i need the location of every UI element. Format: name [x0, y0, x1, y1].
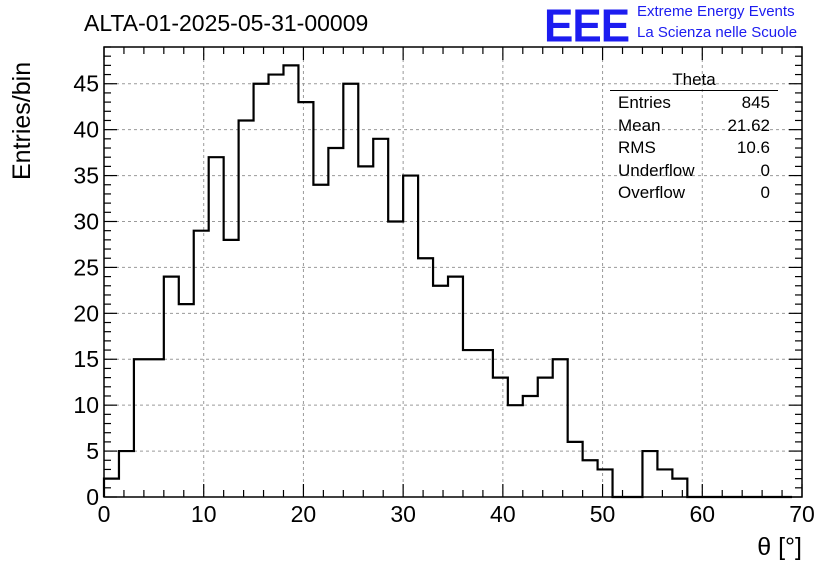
y-tick-label: 35 — [73, 163, 99, 189]
stats-value: 845 — [741, 93, 770, 112]
stats-value: 10.6 — [736, 138, 770, 157]
histogram-bin — [418, 258, 433, 497]
histogram-bin — [283, 65, 298, 497]
stats-row-rms: RMS 10.6 — [610, 136, 778, 159]
histogram-bin — [164, 277, 179, 497]
logo-subtitle-2: La Scienza nelle Scuole — [637, 24, 798, 41]
stats-row-entries: Entries 845 — [610, 91, 778, 114]
histogram-bin — [508, 405, 523, 497]
histogram-bin — [478, 350, 493, 497]
histogram-bin — [194, 231, 209, 497]
logo-subtitle-1: Extreme Energy Events — [637, 3, 795, 20]
histogram-bin — [672, 479, 687, 497]
y-tick-label: 40 — [73, 117, 99, 143]
histogram-bin — [553, 359, 568, 497]
stats-label: Entries — [618, 93, 671, 112]
x-tick-label: 20 — [291, 501, 317, 527]
x-tick-label: 70 — [789, 501, 815, 527]
page-title: ALTA-01-2025-05-31-00009 — [84, 10, 369, 36]
stats-value: 0 — [760, 183, 770, 202]
histogram-bin — [134, 359, 149, 497]
histogram-bin — [328, 148, 343, 497]
x-tick-label: 30 — [390, 501, 416, 527]
stats-label: Overflow — [618, 183, 686, 202]
stats-row-overflow: Overflow 0 — [610, 181, 778, 204]
histogram-bin — [463, 350, 478, 497]
histogram-series — [102, 64, 793, 499]
histogram-bin — [239, 120, 254, 497]
histogram-bin — [523, 396, 538, 497]
histogram-bin — [254, 84, 269, 497]
y-tick-label: 25 — [73, 254, 99, 280]
histogram-bin — [448, 277, 463, 497]
histogram-bin — [179, 304, 194, 497]
histogram-bin — [568, 442, 583, 497]
y-tick-label: 10 — [73, 392, 99, 418]
stats-box: Theta Entries 845 Mean 21.62 RMS 10.6 Un… — [610, 70, 778, 204]
histogram-bin — [493, 378, 508, 497]
x-tick-label: 50 — [590, 501, 616, 527]
y-tick-label: 20 — [73, 300, 99, 326]
stats-value: 21.62 — [727, 115, 770, 135]
x-tick-label: 0 — [98, 501, 111, 527]
y-tick-label: 0 — [86, 484, 99, 510]
y-tick-label: 45 — [73, 71, 99, 97]
eee-logo: EEE — [544, 0, 630, 53]
stats-label: Underflow — [618, 160, 695, 180]
y-tick-label: 5 — [86, 438, 99, 464]
histogram-bin — [433, 286, 448, 497]
y-tick-label: 15 — [73, 346, 99, 372]
stats-label: Mean — [618, 115, 661, 135]
x-tick-label: 10 — [191, 501, 217, 527]
plot-frame — [103, 46, 803, 498]
stats-value: 0 — [760, 160, 770, 180]
histogram-bin — [209, 157, 224, 497]
histogram-bin — [583, 460, 598, 497]
histogram-bin — [119, 451, 134, 497]
histogram-bin — [269, 75, 284, 497]
histogram-bin — [388, 221, 403, 497]
histogram-bin — [358, 166, 373, 497]
histogram-bin — [149, 359, 164, 497]
stats-row-underflow: Underflow 0 — [610, 159, 778, 182]
histogram-bin — [403, 176, 418, 497]
histogram-bin — [598, 469, 613, 497]
stats-row-mean: Mean 21.62 — [610, 114, 778, 137]
y-tick-label: 30 — [73, 208, 99, 234]
x-tick-label: 60 — [689, 501, 715, 527]
histogram-bin — [313, 185, 328, 497]
x-axis-label: θ [°] — [757, 533, 802, 561]
histogram-bin — [538, 378, 553, 497]
histogram-bin — [642, 451, 657, 497]
histogram-bin — [343, 84, 358, 497]
y-axis-label: Entries/bin — [8, 61, 36, 180]
histogram-bin — [224, 240, 239, 497]
stats-title: Theta — [610, 70, 778, 91]
histogram-bin — [657, 469, 672, 497]
histogram-bin — [373, 139, 388, 497]
stats-label: RMS — [618, 138, 656, 157]
x-tick-label: 40 — [490, 501, 516, 527]
histogram-bin — [298, 102, 313, 497]
